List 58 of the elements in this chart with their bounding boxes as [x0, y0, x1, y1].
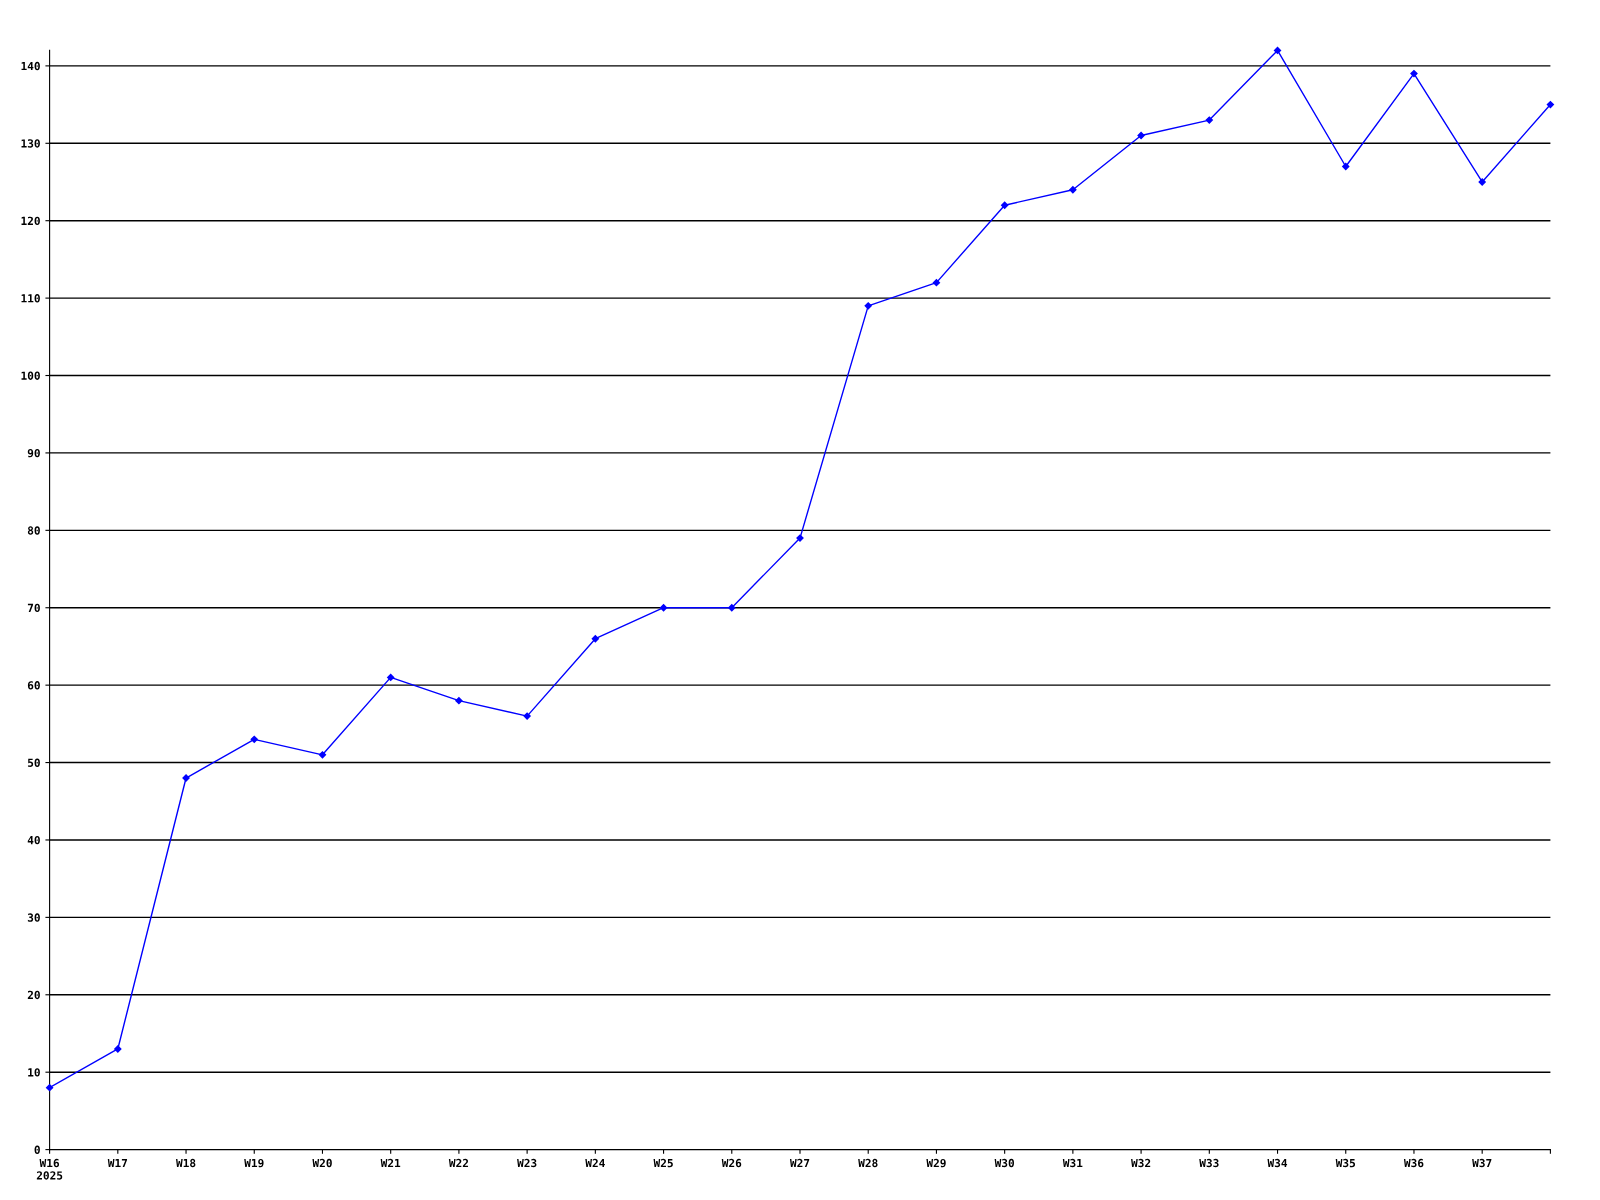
- x-tick-label: W32: [1131, 1158, 1151, 1168]
- y-tick-label: 10: [28, 1068, 40, 1077]
- x-tick-label: W29: [926, 1158, 946, 1168]
- x-tick-label: W16 2025: [36, 1158, 63, 1180]
- x-tick-label: W23: [517, 1158, 537, 1168]
- point: [1410, 69, 1418, 78]
- point: [1001, 201, 1009, 209]
- y-tick-label: 130: [21, 139, 40, 148]
- y-tick-label: 30: [27, 913, 40, 922]
- point: [318, 751, 327, 759]
- y-tick-label: 120: [21, 216, 40, 226]
- point: [1546, 100, 1555, 109]
- y-tick-label: 50: [27, 758, 40, 767]
- x-tick-label: W37: [1472, 1158, 1492, 1168]
- point: [728, 604, 736, 612]
- y-tick-label: 0: [34, 1145, 40, 1154]
- y-tick-label: 90: [27, 448, 40, 458]
- x-tick-label: W31: [1062, 1158, 1083, 1168]
- x-tick-label: W18: [176, 1158, 196, 1168]
- y-tick-label: 80: [27, 526, 40, 535]
- y-tick-label: 140: [21, 61, 40, 71]
- point: [932, 278, 941, 287]
- point: [45, 1084, 54, 1092]
- point: [1137, 131, 1145, 140]
- x-tick-label: W17: [107, 1158, 128, 1168]
- x-tick-label: W20: [312, 1158, 332, 1168]
- y-tick-label: 40: [27, 835, 40, 845]
- point: [659, 604, 668, 612]
- y-tick-label: 20: [27, 990, 40, 1000]
- x-tick-label: W26: [721, 1158, 742, 1168]
- point: [523, 712, 531, 720]
- y-tick-label: 70: [27, 603, 40, 613]
- x-tick-label: W25: [653, 1158, 673, 1168]
- x-tick-label: W27: [789, 1158, 810, 1168]
- point: [387, 673, 395, 682]
- x-tick-label: W21: [380, 1158, 401, 1168]
- x-tick-label: W28: [858, 1158, 878, 1168]
- x-tick-label: W34: [1267, 1158, 1288, 1168]
- point: [591, 635, 599, 643]
- y-tick-label: 100: [21, 371, 40, 380]
- x-tick-label: W19: [244, 1158, 264, 1168]
- point: [1273, 46, 1282, 55]
- point: [1478, 178, 1486, 186]
- point: [1342, 162, 1350, 171]
- point: [250, 735, 258, 743]
- x-tick-label: W33: [1199, 1158, 1219, 1168]
- point: [864, 302, 872, 310]
- x-tick-label: W36: [1403, 1158, 1424, 1168]
- x-tick-label: W35: [1335, 1158, 1356, 1168]
- point: [1205, 116, 1213, 124]
- point: [114, 1045, 122, 1053]
- y-tick-label: 110: [21, 294, 40, 303]
- y-tick-label: 60: [27, 681, 40, 690]
- x-tick-label: W22: [448, 1158, 469, 1168]
- point: [1069, 186, 1077, 194]
- x-tick-label: W30: [994, 1158, 1015, 1168]
- x-tick-label: W24: [585, 1158, 605, 1168]
- point: [455, 696, 463, 705]
